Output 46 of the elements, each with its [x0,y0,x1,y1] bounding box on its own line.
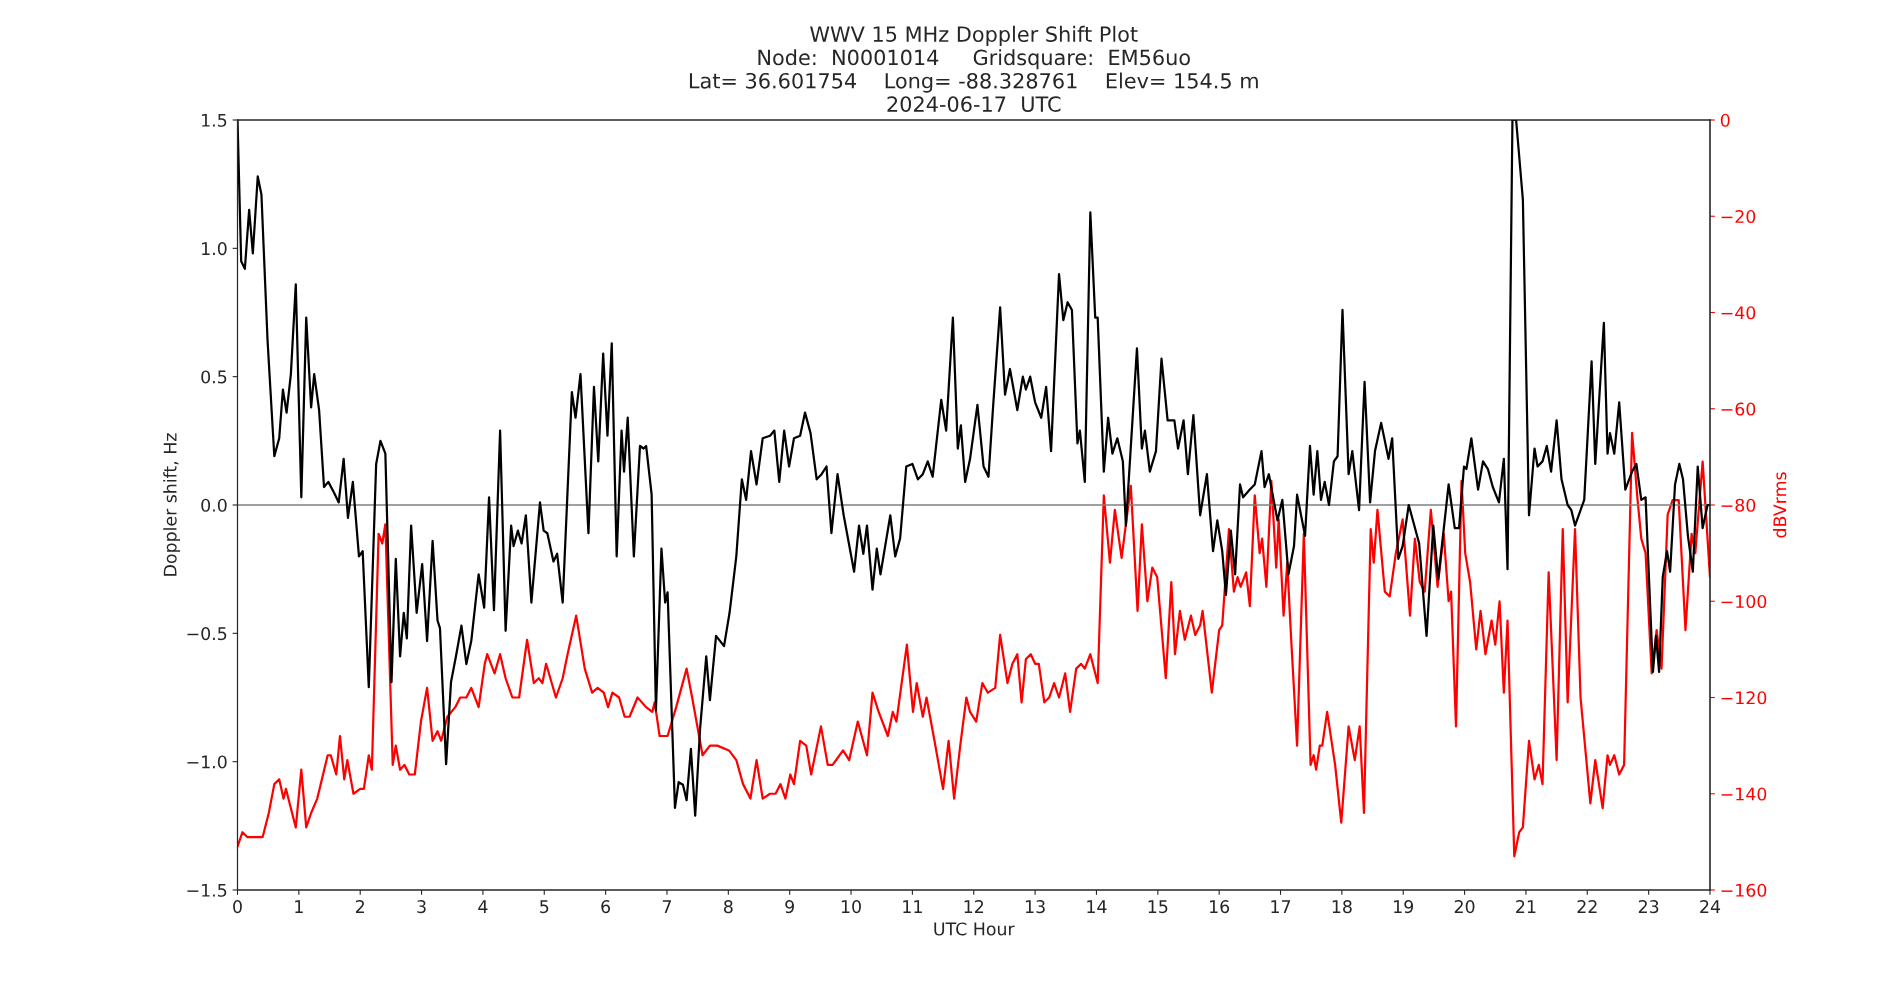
y2-tick-label: −120 [1721,691,1767,705]
x-tick-label: 17 [1271,900,1291,913]
x-tick-label: 15 [1148,900,1168,914]
x-tick-label: 24 [1700,900,1721,913]
x-tick-label: 14 [1087,900,1107,913]
y-tick-label: −0.5 [187,627,227,641]
x-tick-label: 1 [295,900,303,913]
x-tick-label: 12 [964,900,984,913]
y-tick-label: 1.5 [202,113,227,127]
y-tick-label: −1.0 [187,755,227,769]
y-tick-label: 0.5 [201,370,227,384]
x-tick-label: 13 [1025,900,1045,914]
y2-tick-label: −60 [1721,402,1756,416]
x-tick-label: 16 [1210,900,1230,914]
y2-tick-label: −160 [1721,883,1767,897]
y2-tick-label: −40 [1721,306,1756,320]
x-tick-label: 18 [1332,900,1352,914]
x-tick-label: 2 [355,900,364,913]
y2-axis-title: dBVrms [1772,472,1787,538]
x-tick-label: 23 [1638,900,1659,914]
x-tick-label: 8 [723,900,733,914]
x-tick-label: 19 [1394,900,1414,914]
x-tick-label: 9 [785,900,794,914]
y-tick-label: 1.0 [202,242,227,256]
x-tick-label: 22 [1577,900,1597,913]
x-tick-label: 20 [1454,900,1475,914]
x-tick-label: 0 [233,900,242,914]
y2-tick-label: −100 [1721,594,1767,609]
y-tick-label: 0.0 [201,498,227,512]
chart-title: WWV 15 MHz Doppler Shift Plot Node: N0001014 Gridsquare: EM56uo Lat= 36.601754 Long= -88.328761 Elev= 154.5 m 2024-06-17 UTC [689,25,1258,112]
y2-tick-label: −140 [1721,787,1767,801]
y2-tick-label: −80 [1721,498,1756,512]
x-tick-label: 5 [540,900,549,914]
y2-tick-label: 0 [1720,113,1730,127]
x-tick-label: 21 [1516,900,1536,913]
x-tick-label: 6 [601,900,611,914]
x-tick-label: 11 [903,900,922,913]
x-tick-label: 10 [841,900,861,914]
y2-tick-label: −20 [1721,209,1756,224]
x-tick-label: 4 [478,900,488,913]
line-series [237,431,1710,858]
x-tick-label: 3 [417,900,426,914]
x-tick-label: 7 [662,900,672,913]
x-axis-title: UTC Hour [934,922,1015,936]
y-axis-title: Doppler shift, Hz [163,433,181,576]
y-tick-label: −1.5 [187,883,227,897]
